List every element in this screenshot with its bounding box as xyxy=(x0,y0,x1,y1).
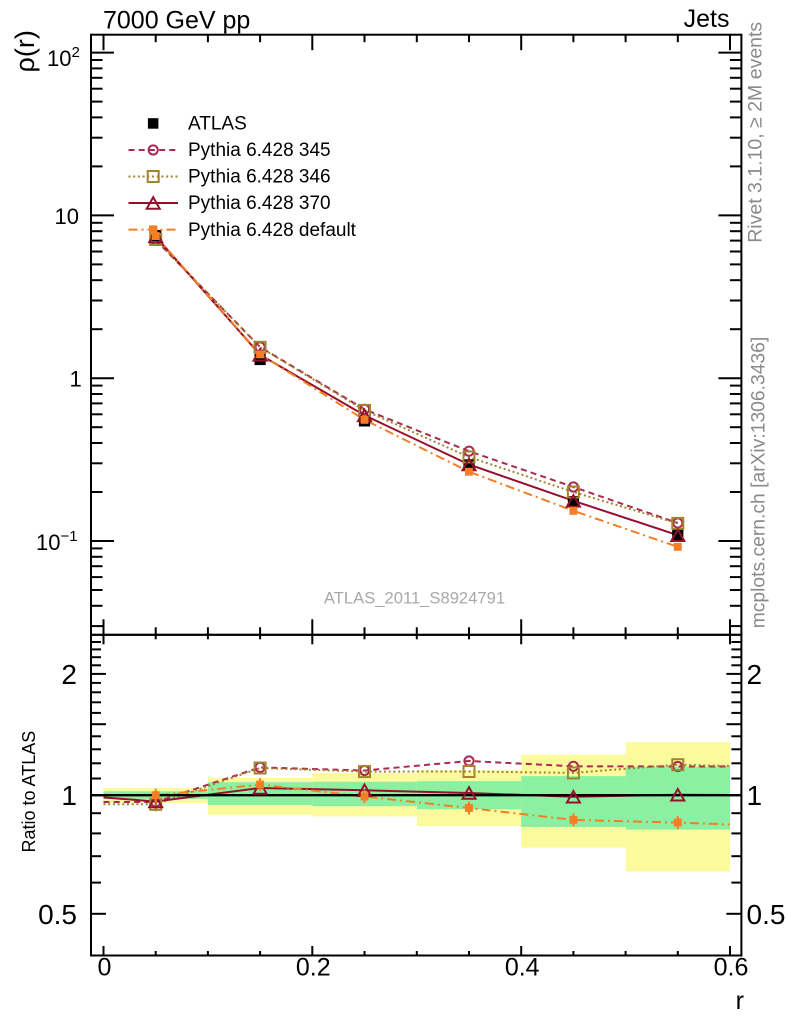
svg-text:Pythia 6.428 370: Pythia 6.428 370 xyxy=(188,193,331,214)
svg-text:Ratio to ATLAS: Ratio to ATLAS xyxy=(19,731,39,853)
svg-text:Pythia 6.428 346: Pythia 6.428 346 xyxy=(188,167,331,188)
svg-text:Pythia 6.428 default: Pythia 6.428 default xyxy=(188,220,357,241)
svg-text:0: 0 xyxy=(98,954,112,982)
svg-text:1: 1 xyxy=(61,780,77,811)
svg-text:0.5: 0.5 xyxy=(747,899,786,930)
svg-text:ATLAS: ATLAS xyxy=(188,114,247,135)
svg-text:Pythia 6.428 345: Pythia 6.428 345 xyxy=(188,140,331,161)
svg-text:0.6: 0.6 xyxy=(714,954,749,982)
svg-text:Rivet 3.1.10, ≥ 2M events: Rivet 3.1.10, ≥ 2M events xyxy=(745,22,767,243)
svg-text:ATLAS_2011_S8924791: ATLAS_2011_S8924791 xyxy=(324,589,505,608)
svg-text:ρ(r): ρ(r) xyxy=(10,30,40,72)
svg-text:1: 1 xyxy=(747,780,763,811)
svg-text:2: 2 xyxy=(747,659,763,690)
svg-text:r: r xyxy=(736,987,744,1015)
svg-text:10: 10 xyxy=(55,204,79,229)
svg-text:7000 GeV pp: 7000 GeV pp xyxy=(103,7,250,35)
svg-text:Jets: Jets xyxy=(684,5,730,33)
svg-text:0.2: 0.2 xyxy=(296,954,331,982)
svg-text:0.5: 0.5 xyxy=(38,899,77,930)
svg-text:1: 1 xyxy=(70,367,82,392)
svg-text:0.4: 0.4 xyxy=(505,954,540,982)
svg-text:2: 2 xyxy=(61,659,77,690)
svg-text:mcplots.cern.ch [arXiv:1306.34: mcplots.cern.ch [arXiv:1306.3436] xyxy=(749,337,770,629)
